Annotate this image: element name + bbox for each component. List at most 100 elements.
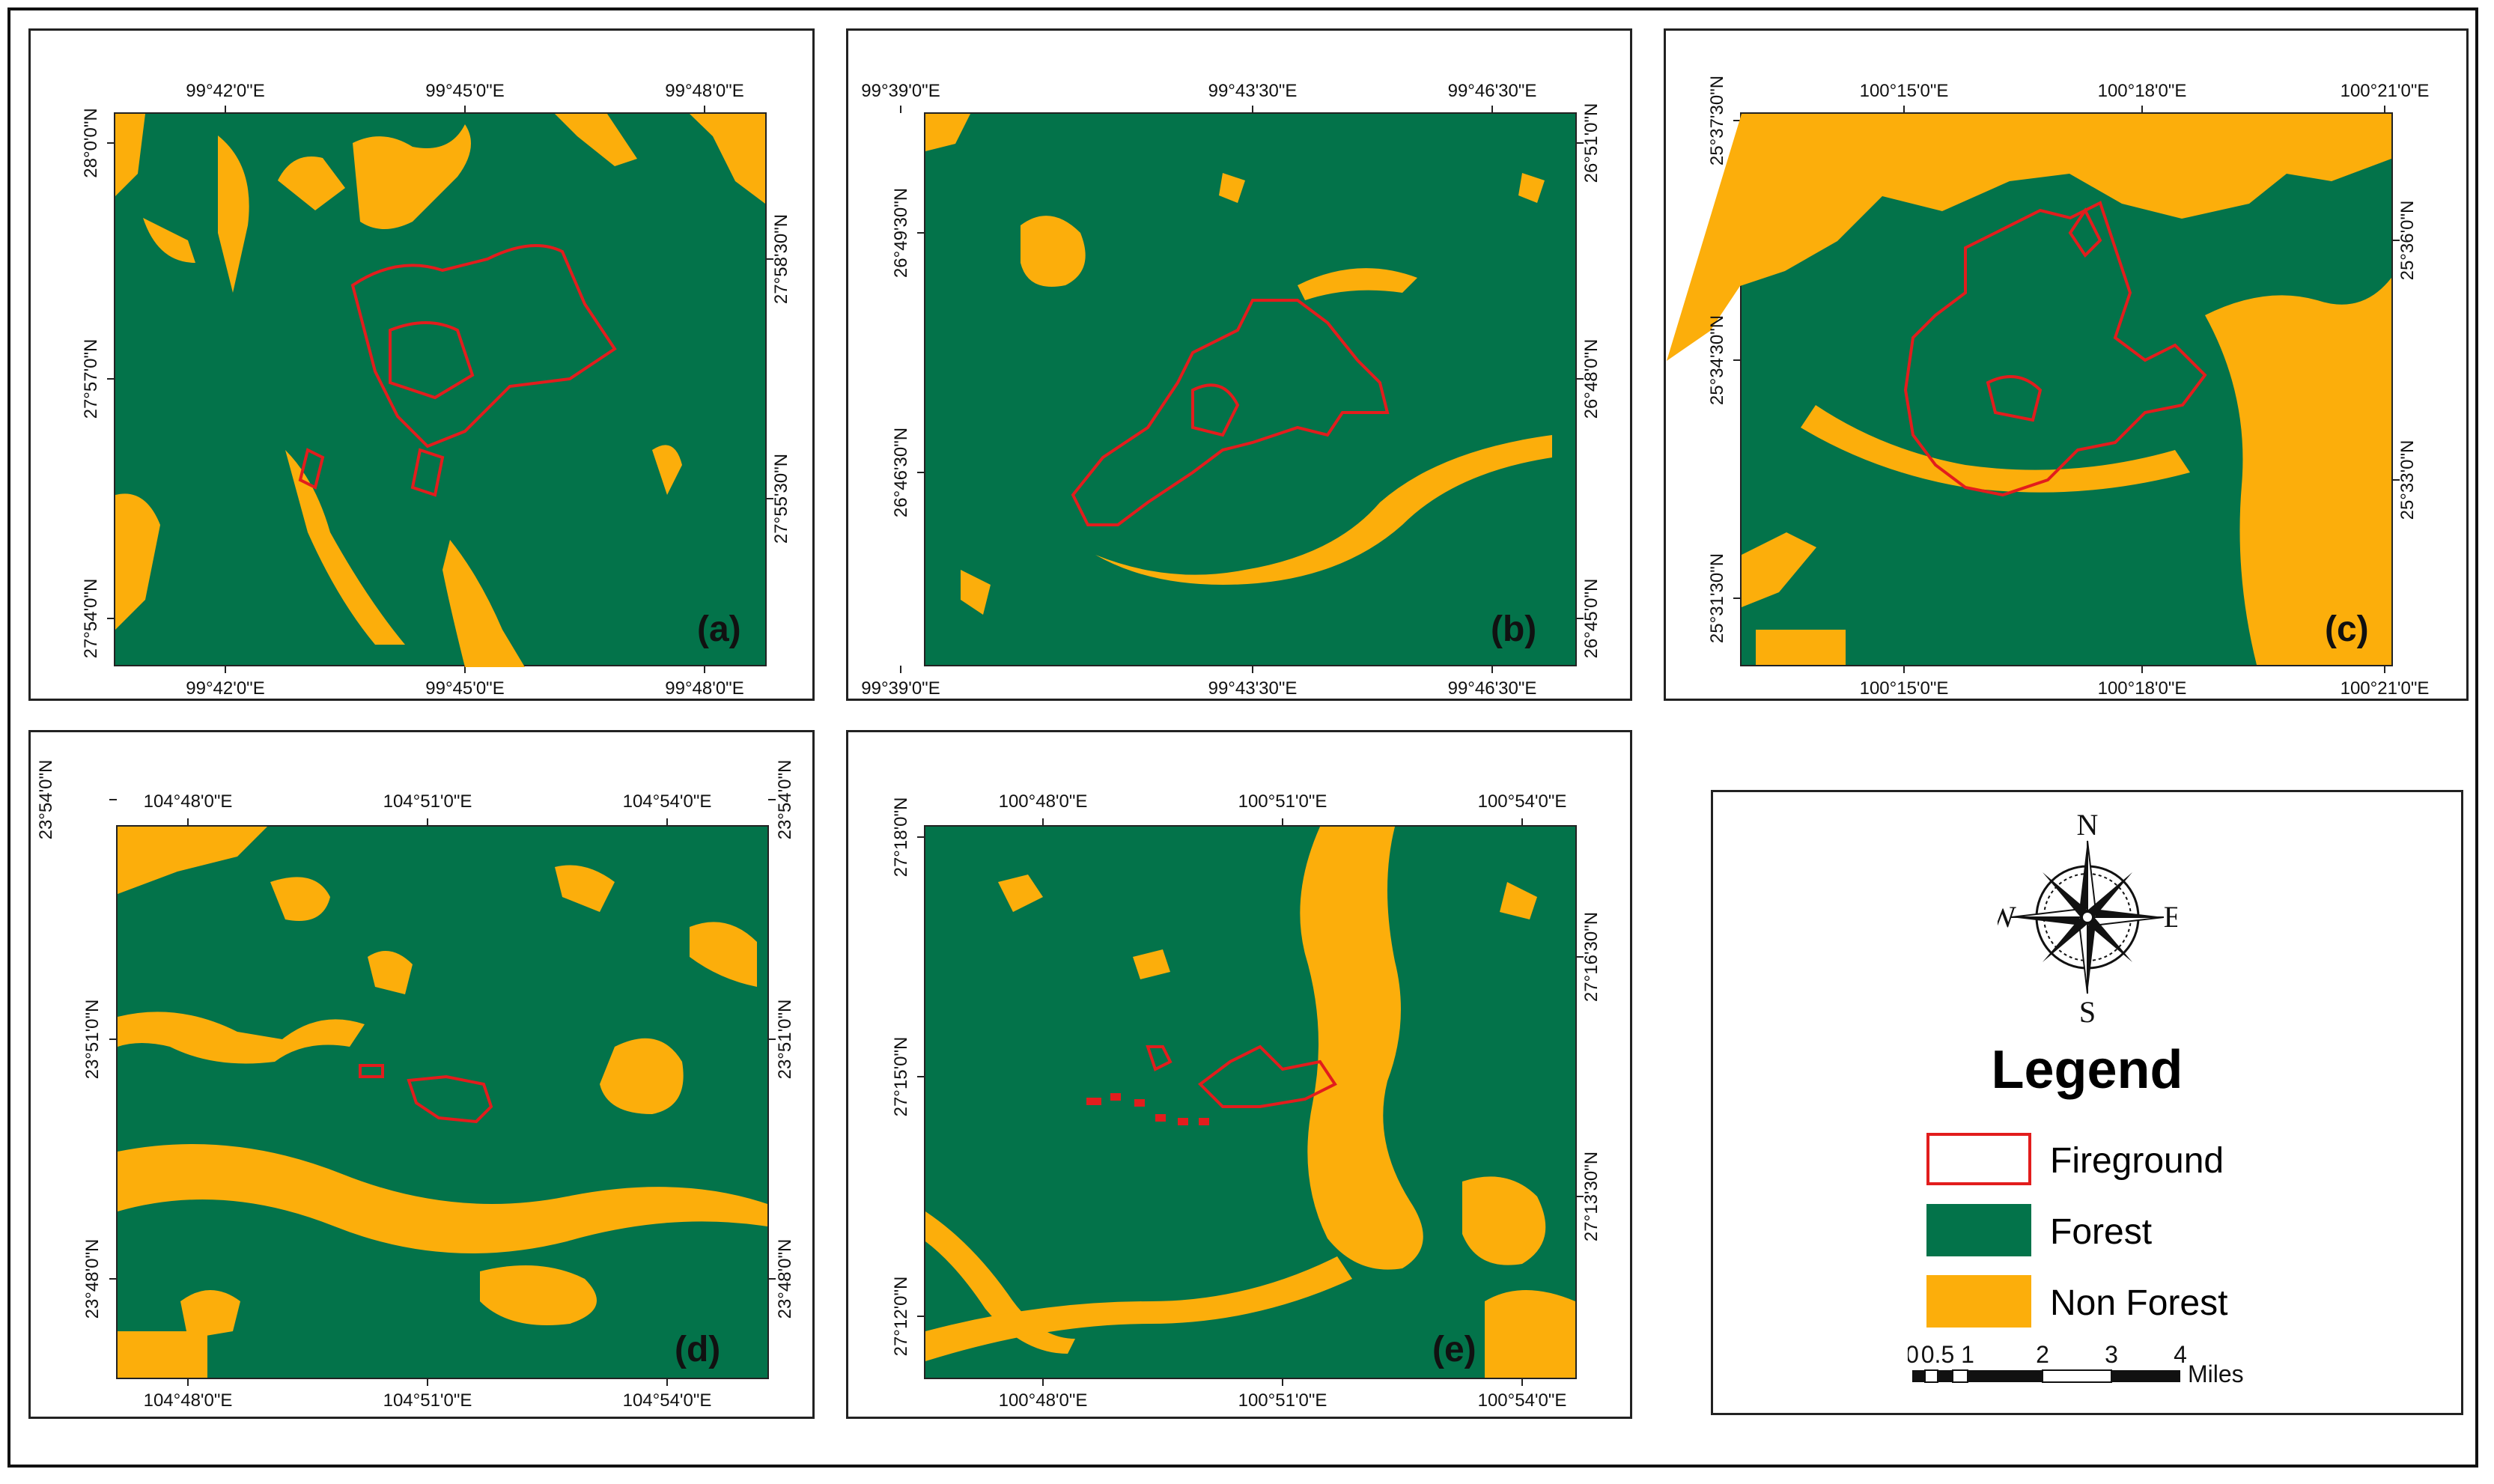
forest-raster [925,114,1575,665]
top-lon-label: 99°48'0"E [665,81,743,101]
forest-raster [925,827,1575,1378]
right-lat-label: 26°51'0"N [1581,103,1602,183]
fireground-polygon [298,448,325,490]
nonforest-area [115,114,145,196]
legend-label: Forest [2050,1212,2153,1252]
right-lat-label: 23°48'0"N [775,1239,795,1319]
legend-item-fireground: Fireground [1926,1133,2376,1187]
coordinate-ticks [1733,106,2400,673]
nonforest-area [555,865,615,912]
coordinate-ticks [917,818,1584,1386]
top-lon-label: 99°46'30"E [1448,81,1537,101]
nonforest-area [118,1331,207,1378]
fireground-polygon [1903,201,2207,497]
left-lat-label: 23°54'0"N [36,760,56,840]
nonforest-area [270,877,330,921]
bottom-lon-label: 100°48'0"E [999,1390,1088,1411]
scale-tick-label: 3 [2105,1341,2118,1368]
panel-letter-a: (a) [697,609,741,649]
nonforest-area [1485,1290,1575,1378]
nonforest-area [353,124,471,229]
panel-letter-e: (e) [1432,1330,1476,1369]
nonforest-area [1667,114,2391,361]
nonforest-area [925,1211,1075,1354]
panel-letter-c: (c) [2325,609,2369,649]
scale-tick-label: 4 [2174,1341,2187,1368]
nonforest-area [1219,173,1245,203]
fireground-swatch [1926,1133,2031,1185]
fireground-polygon [1191,383,1240,437]
fireground-points [1086,1093,1209,1125]
right-lat-label: 26°45'0"N [1581,579,1602,659]
fireground-polygon [407,1074,493,1124]
right-lat-label: 25°36'0"N [2397,201,2418,281]
nonforest-area [652,445,682,495]
fireground-polygon [389,321,475,400]
right-lat-label: 27°16'30"N [1581,912,1602,1002]
bottom-lon-label: 100°21'0"E [2341,678,2430,699]
map-panel-d: (d) 104°48'0"E 104°51'0"E 104°54'0"E 104… [28,730,815,1419]
right-lat-label: 25°33'0"N [2397,440,2418,520]
bottom-lon-label: 104°51'0"E [383,1390,472,1411]
fireground-polygon [1197,1044,1337,1108]
bottom-lon-label: 99°39'0"E [861,678,940,699]
nonforest-area [600,1038,684,1114]
bottom-lon-label: 100°54'0"E [1478,1390,1567,1411]
legend-box: N S W E Legend Fireground Forest Non For… [1711,790,2463,1415]
map-panel-e: (e) 100°48'0"E 100°51'0"E 100°54'0"E 100… [846,730,1632,1419]
top-lon-label: 99°42'0"E [186,81,264,101]
fireground-polygon [2068,207,2102,258]
nonforest-area [925,1256,1352,1361]
nonforest-area [1298,268,1417,300]
nonforest-area [925,114,970,151]
nonforest-area [690,114,765,204]
fireground-polygon [1146,1045,1173,1071]
left-lat-label: 23°48'0"N [82,1239,103,1319]
nonforest-area [690,922,757,987]
nonforest-area [555,114,637,166]
fireground-polygon [1071,299,1390,526]
top-lon-label: 100°48'0"E [999,791,1088,812]
top-lon-label: 99°43'30"E [1208,81,1298,101]
top-lon-label: 100°15'0"E [1860,81,1949,101]
nonforest-area [118,827,267,894]
nonforest-area [442,540,525,667]
fireground-polygon [350,244,617,448]
top-lon-label: 104°51'0"E [383,791,472,812]
fireground-polygon [359,1064,384,1078]
panel-letter-b: (b) [1491,609,1536,649]
forest-raster [1667,114,2391,665]
left-lat-label: 27°18'0"N [891,797,911,878]
nonforest-area [1133,949,1170,979]
left-lat-label: 25°37'30"N [1707,76,1727,165]
nonforest-area [368,951,413,994]
nonforest-area [961,570,991,615]
map-panel-a: (a) 99°42'0"E 99°45'0"E 99°48'0"E 99°42'… [28,28,815,701]
nonforest-area [218,136,249,293]
left-lat-label: 25°31'30"N [1707,553,1727,643]
compass-east-label: E [2164,900,2177,934]
nonforest-area [278,156,345,210]
forest-swatch [1926,1204,2031,1256]
nonforest-area [118,1144,767,1253]
nonforest-area [1801,405,2190,493]
left-lat-label: 27°57'0"N [81,339,101,419]
nonforest-area [118,1012,365,1064]
nonforest-area [115,493,160,630]
forest-raster [118,827,767,1378]
scale-tick-label: 0.5 [1921,1341,1954,1368]
nonforest-area [1518,173,1545,203]
nonforest-area [1021,216,1086,287]
left-lat-label: 27°12'0"N [891,1277,911,1357]
fireground-polygon [410,448,445,497]
legend-item-non-forest: Non Forest [1926,1275,2376,1329]
bottom-lon-label: 100°18'0"E [2098,678,2187,699]
nonforest-area [480,1265,597,1325]
compass-west-label: W [1998,900,2016,934]
top-lon-label: 100°18'0"E [2098,81,2187,101]
coordinate-ticks [107,106,773,673]
figure-frame [7,7,2478,1468]
right-lat-label: 23°51'0"N [775,1000,795,1080]
nonforest-area [998,875,1043,912]
top-lon-label: 100°21'0"E [2341,81,2430,101]
